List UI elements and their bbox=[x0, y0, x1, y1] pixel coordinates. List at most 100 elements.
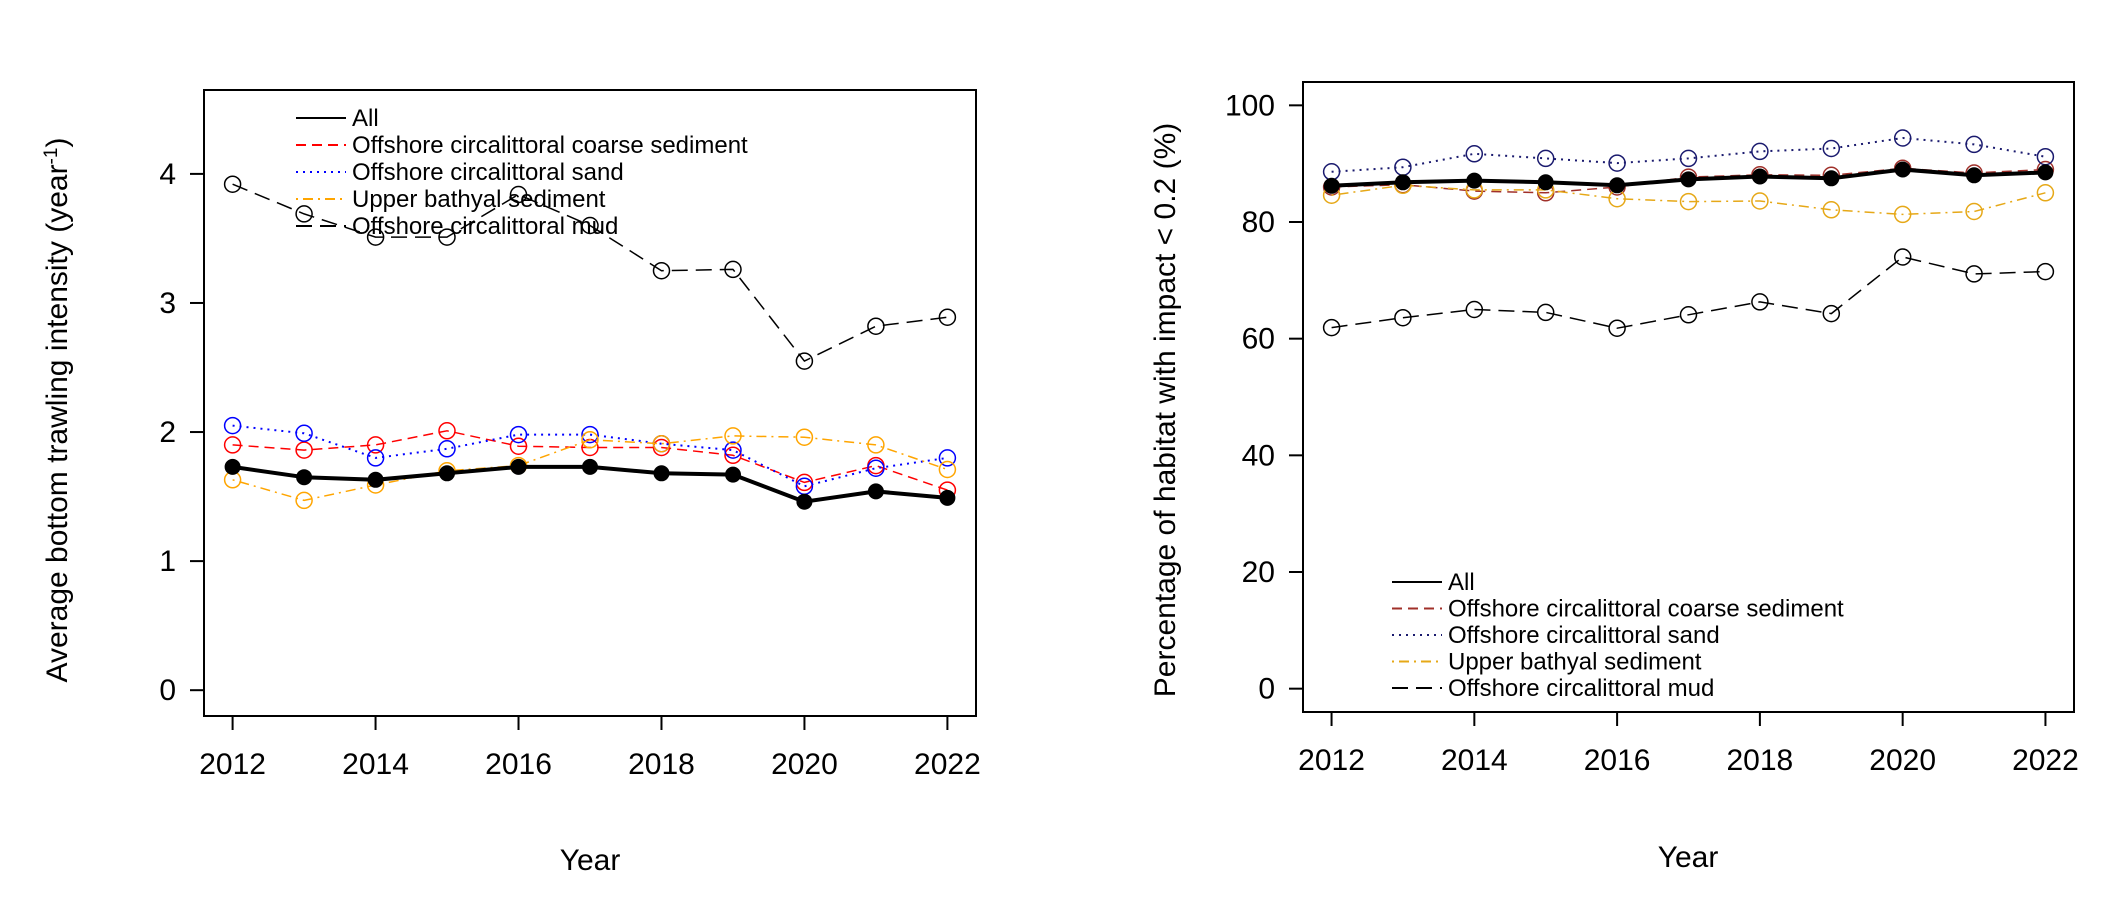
data-point bbox=[725, 466, 741, 483]
data-point bbox=[1679, 149, 1698, 168]
data-point bbox=[295, 205, 313, 223]
legend-item: Upper bathyal sediment bbox=[296, 186, 606, 213]
data-point bbox=[1751, 192, 1769, 210]
data-point bbox=[652, 261, 671, 280]
data-point bbox=[1751, 142, 1769, 161]
data-point bbox=[223, 416, 242, 435]
x-tick-label: 2018 bbox=[1727, 744, 1794, 777]
data-point bbox=[1893, 248, 1912, 266]
data-point bbox=[1965, 202, 1983, 221]
data-point bbox=[438, 228, 456, 246]
data-point bbox=[367, 471, 384, 488]
data-point bbox=[1466, 172, 1483, 189]
legend-item: Offshore circalittoral coarse sediment bbox=[1392, 596, 1844, 623]
data-point bbox=[867, 459, 885, 477]
data-point bbox=[509, 185, 528, 204]
data-point bbox=[295, 424, 313, 443]
data-point bbox=[223, 175, 242, 193]
y-axis-title: Percentage of habitat with impact < 0.2 … bbox=[1149, 123, 1182, 697]
data-point bbox=[224, 458, 241, 475]
data-point bbox=[1679, 192, 1698, 211]
y-tick-label: 3 bbox=[159, 287, 176, 320]
data-point bbox=[867, 317, 885, 335]
series-line bbox=[1331, 137, 2046, 173]
data-point bbox=[938, 460, 957, 479]
series-all bbox=[224, 458, 956, 510]
data-point bbox=[1893, 205, 1912, 224]
data-point bbox=[581, 425, 599, 444]
legend-item: Offshore circalittoral coarse sediment bbox=[296, 132, 748, 159]
series-line bbox=[1331, 184, 2046, 216]
y-tick-label: 60 bbox=[1242, 323, 1275, 356]
x-axis: 2012 2014 2016 2018 2020 2022 bbox=[1298, 711, 2079, 777]
data-point bbox=[1822, 304, 1841, 323]
y-tick-label: 0 bbox=[1258, 673, 1275, 706]
data-point bbox=[581, 216, 599, 235]
data-point bbox=[296, 469, 313, 486]
data-point bbox=[939, 489, 956, 506]
data-point bbox=[1536, 303, 1555, 322]
data-point bbox=[1679, 306, 1698, 324]
data-point bbox=[1822, 201, 1841, 219]
data-point bbox=[652, 438, 671, 457]
y-axis: 0 20 40 60 80 100 bbox=[1225, 89, 1304, 706]
legend-item: All bbox=[1392, 569, 1475, 596]
data-point bbox=[724, 260, 742, 279]
legend-item: Offshore circalittoral mud bbox=[296, 213, 618, 240]
data-point bbox=[796, 493, 813, 510]
data-point bbox=[795, 473, 814, 492]
data-point bbox=[1751, 168, 1768, 185]
x-tick-label: 2014 bbox=[1441, 744, 1508, 777]
data-point bbox=[295, 491, 313, 510]
data-point bbox=[1537, 174, 1554, 191]
data-point bbox=[1394, 174, 1411, 191]
y-tick-label: 1 bbox=[159, 545, 176, 578]
data-point bbox=[295, 441, 313, 459]
data-point bbox=[223, 436, 242, 454]
data-point bbox=[439, 465, 455, 482]
series-line bbox=[232, 435, 948, 502]
y-tick-label: 40 bbox=[1242, 439, 1275, 472]
data-point bbox=[867, 483, 884, 500]
x-tick-label: 2020 bbox=[1869, 744, 1936, 777]
series-layer bbox=[223, 175, 957, 510]
data-point bbox=[724, 427, 742, 445]
legend-label: Offshore circalittoral sand bbox=[352, 159, 624, 186]
data-point bbox=[438, 440, 456, 458]
data-point bbox=[510, 458, 527, 475]
y-tick-label: 4 bbox=[159, 158, 176, 191]
series-line bbox=[1331, 256, 2046, 329]
legend-item: Offshore circalittoral mud bbox=[1392, 675, 1714, 702]
x-tick-label: 2016 bbox=[1584, 744, 1651, 777]
x-axis-title: Year bbox=[1658, 841, 1719, 874]
data-point bbox=[1536, 149, 1555, 168]
data-point bbox=[1465, 145, 1484, 163]
data-point bbox=[2037, 164, 2054, 181]
legend-label: Offshore circalittoral coarse sediment bbox=[1448, 596, 1844, 623]
data-point bbox=[438, 422, 456, 440]
legend-label: Offshore circalittoral mud bbox=[352, 213, 618, 240]
data-point bbox=[2036, 184, 2055, 202]
y-tick-label: 20 bbox=[1242, 556, 1275, 589]
y-tick-label: 80 bbox=[1242, 206, 1275, 239]
x-tick-label: 2016 bbox=[485, 748, 552, 781]
data-point bbox=[1680, 171, 1697, 188]
data-point bbox=[795, 352, 814, 370]
series-offshore-circalittoral-mud bbox=[1322, 248, 2055, 337]
data-point bbox=[1966, 167, 1983, 184]
y-axis-title: Average bottom trawling intensity (year-… bbox=[41, 138, 75, 683]
data-point bbox=[509, 425, 528, 444]
data-point bbox=[1608, 319, 1626, 337]
data-point bbox=[366, 436, 385, 454]
x-tick-label: 2014 bbox=[342, 748, 409, 781]
data-point bbox=[1609, 177, 1626, 194]
x-axis-title: Year bbox=[560, 844, 621, 877]
x-tick-label: 2022 bbox=[2012, 744, 2079, 777]
data-point bbox=[366, 449, 385, 467]
data-point bbox=[652, 434, 671, 453]
series-layer bbox=[1322, 129, 2055, 337]
data-point bbox=[1465, 300, 1484, 319]
